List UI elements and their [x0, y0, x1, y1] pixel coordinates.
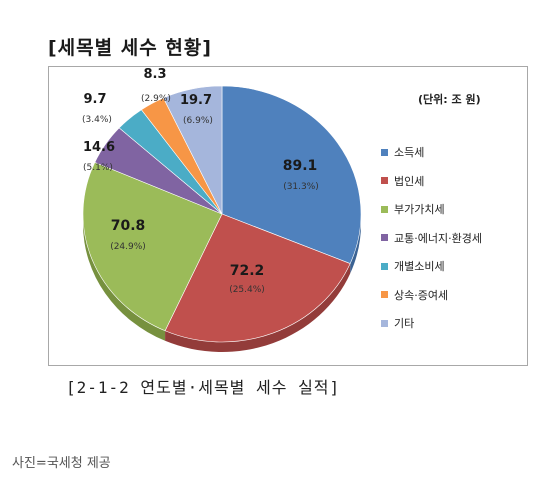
slice-percent-label: (5.1%) [83, 163, 113, 173]
pie-slice-1 [164, 213, 351, 343]
legend-label: 소득세 [394, 146, 425, 159]
slice-percent-label: (6.9%) [183, 116, 213, 126]
legend-label: 개별소비세 [394, 260, 445, 273]
slice-percent-label: (24.9%) [110, 242, 146, 252]
slice-value-label: 14.6 [83, 140, 115, 155]
slice-percent-label: (31.3%) [283, 182, 319, 192]
legend-label: 기타 [394, 317, 415, 330]
pie-slice-2 [82, 161, 223, 332]
legend-swatch [381, 205, 388, 213]
pie-slice-0 [221, 85, 362, 264]
pie-slice-side-2 [83, 214, 166, 341]
legend-swatch [381, 234, 388, 241]
legend-item: 교통·에너지·환경세 [381, 230, 482, 246]
unit-label: (단위: 조 원) [418, 93, 481, 106]
legend-swatch [381, 319, 388, 327]
slice-value-label: 8.3 [143, 67, 166, 82]
slice-percent-label: (2.9%) [141, 94, 171, 104]
slice-value-label: 70.8 [111, 218, 146, 234]
legend-swatch [381, 262, 388, 270]
legend-swatch [381, 148, 388, 156]
legend-label: 상속·증여세 [394, 288, 449, 302]
slice-percent-label: (25.4%) [229, 285, 265, 295]
figure-caption: [2-1-2 연도별·세목별 세수 실적] [66, 378, 341, 397]
pie-slices-layer [82, 85, 362, 343]
pie-slice-side-0 [350, 214, 361, 274]
legend-swatch [381, 177, 388, 184]
legend-item: 소득세 [381, 144, 424, 160]
legend-item: 개별소비세 [381, 258, 445, 274]
legend-swatch [381, 291, 388, 298]
pie-labels-layer: 89.1 (31.3%) 72.2 (25.4%) 70.8 (24.9%) 14.6 (5.… [82, 67, 319, 295]
legend-item: 부가가치세 [381, 201, 445, 217]
photo-source: 사진=국세청 제공 [12, 456, 111, 471]
slice-value-label: 72.2 [230, 263, 265, 279]
slice-value-label: 9.7 [83, 92, 106, 107]
legend-label: 법인세 [394, 174, 425, 188]
slice-value-label: 89.1 [283, 158, 318, 174]
pie-slice-side-1 [165, 263, 351, 352]
legend-item: 상속·증여세 [381, 287, 448, 303]
slice-value-label: 19.7 [180, 93, 212, 108]
legend-label: 교통·에너지·환경세 [394, 231, 482, 245]
legend-label: 부가가치세 [394, 203, 445, 216]
slice-percent-label: (3.4%) [82, 115, 112, 125]
chart-title: [세목별 세수 현황] [48, 37, 212, 59]
legend-item: 기타 [381, 315, 414, 331]
legend-item: 법인세 [381, 173, 424, 189]
pie-slice-6 [162, 85, 223, 215]
pie-depth-layer [83, 214, 361, 352]
